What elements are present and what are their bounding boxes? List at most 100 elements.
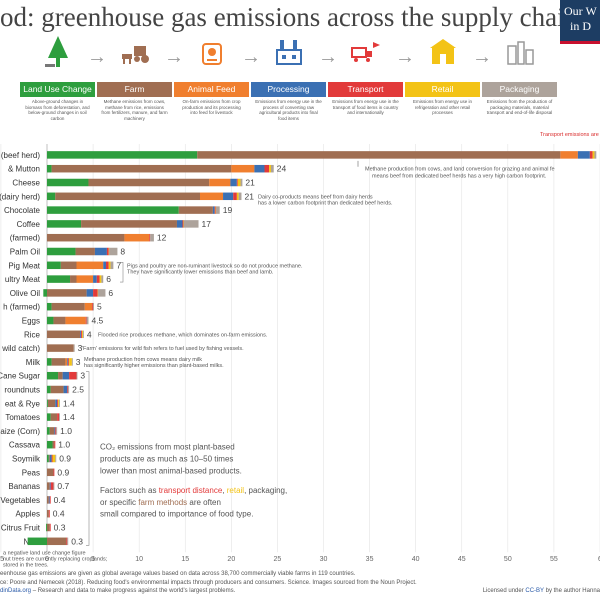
bar-segment-land-use-change xyxy=(47,302,52,311)
bar-segment-packaging xyxy=(98,289,106,297)
bar-segment-processing xyxy=(80,330,82,339)
bar-segment-animal-feed xyxy=(65,316,86,325)
bar-segment-transport xyxy=(92,302,94,311)
owid-logo[interactable]: Our W in D xyxy=(560,0,600,44)
bar-segment-packaging xyxy=(150,233,154,242)
x-tick-label: 30 xyxy=(320,556,328,563)
bar-segment-animal-feed xyxy=(84,302,93,311)
bar-segment-packaging xyxy=(55,454,57,463)
annotation-plant-line2: products are as much as 10–50 times xyxy=(100,455,233,464)
bar-segment-packaging xyxy=(73,344,75,352)
annotation-dairy-line1: Dairy co-products means beef from dairy … xyxy=(258,194,373,200)
annotation-beef-line2: means beef from dedicated beef herds has… xyxy=(372,174,547,180)
bar-segment-packaging xyxy=(68,385,70,394)
total-value-label: 19 xyxy=(223,205,233,215)
bar-segment-processing xyxy=(67,358,69,366)
logo-bar xyxy=(560,41,600,44)
category-label: wild catch) xyxy=(1,344,40,353)
arrow-right-icon: → xyxy=(472,46,492,68)
bar-segment-farm xyxy=(47,330,81,339)
license-link[interactable]: CC-BY xyxy=(525,588,544,594)
bar-segment-retail xyxy=(183,220,185,228)
bar-segment-land-use-change xyxy=(47,427,50,435)
bar-segment-processing xyxy=(49,482,51,490)
bar-segment-packaging xyxy=(216,206,220,214)
bar-segment-processing xyxy=(62,371,70,380)
bar-segment-retail xyxy=(52,454,56,463)
site-tagline: – Research and data to make progress aga… xyxy=(31,588,236,594)
total-value-label: 0.7 xyxy=(57,481,69,491)
bar-segment-land-use-change xyxy=(47,371,59,380)
chart-footer: eenhouse gas emissions are given as glob… xyxy=(0,570,600,596)
total-value-label: 6 xyxy=(108,288,113,298)
bar-segment-animal-feed xyxy=(209,178,231,187)
bar-segment-packaging xyxy=(109,247,118,256)
total-value-label: 3 xyxy=(80,371,85,381)
category-label: Cassava xyxy=(9,441,41,450)
packaging-icon xyxy=(505,34,535,70)
bar-segment-packaging xyxy=(110,261,114,270)
bar-segment-farm xyxy=(55,192,200,201)
bar-segment-land-use-change xyxy=(27,537,47,546)
bar-segment-packaging xyxy=(86,316,89,325)
bar-segment-transport xyxy=(50,482,54,490)
bar-segment-packaging xyxy=(58,399,60,408)
bar-segment-farm xyxy=(47,468,54,477)
bar-segment-land-use-change xyxy=(47,206,179,214)
category-label: Coffee xyxy=(17,220,41,229)
footer-site-line: dinData.org – Research and data to make … xyxy=(0,587,600,596)
category-label: aize (Corn) xyxy=(0,427,40,436)
category-label: Apples xyxy=(16,510,40,519)
bar-segment-land-use-change xyxy=(46,523,47,532)
bar-segment-packaging xyxy=(76,371,78,380)
category-label: (farmed) xyxy=(10,234,41,243)
bar-segment-transport xyxy=(93,289,98,297)
total-value-label: 3 xyxy=(78,343,83,353)
site-link[interactable]: dinData.org xyxy=(0,588,32,594)
stage-label-packaging: Packaging xyxy=(482,82,557,97)
annotation-bracket xyxy=(120,262,124,283)
bar-segment-animal-feed xyxy=(560,151,578,159)
bar-segment-transport xyxy=(149,233,151,242)
bar-segment-packaging xyxy=(67,537,69,546)
category-label: Tomatoes xyxy=(5,413,40,422)
bar-segment-processing xyxy=(93,275,97,283)
total-value-label: 0.9 xyxy=(57,467,69,477)
bar-segment-retail xyxy=(82,330,83,339)
bar-segment-transport xyxy=(96,275,100,283)
category-label: (dairy herd) xyxy=(0,192,40,201)
total-value-label: 0.4 xyxy=(54,495,66,505)
bar-segment-processing xyxy=(55,399,58,408)
bar-segment-transport xyxy=(68,358,70,366)
x-tick-label: 40 xyxy=(412,556,420,563)
x-tick-label: 10 xyxy=(135,556,143,563)
category-label: Soymilk xyxy=(12,455,41,464)
category-label: roundnuts xyxy=(4,386,40,395)
category-label: Rice xyxy=(24,330,41,339)
bar-segment-animal-feed xyxy=(124,233,150,242)
shop-icon xyxy=(428,34,458,70)
bar-segment-farm xyxy=(52,440,55,449)
bar-segment-transport xyxy=(236,178,238,187)
bar-segment-land-use-change xyxy=(47,385,51,394)
annotation-plant-line3: lower than most animal-based products. xyxy=(100,466,242,475)
footer-source: ce: Poore and Nemecek (2018). Reducing f… xyxy=(0,579,417,586)
bar-segment-animal-feed xyxy=(65,358,68,366)
annotation-rice: Flooded rice produces methane, which dom… xyxy=(98,332,268,338)
arrow-right-icon: → xyxy=(395,46,415,68)
bar-segment-transport xyxy=(589,151,593,159)
bar-segment-transport xyxy=(57,413,59,421)
bar-segment-packaging xyxy=(238,192,242,201)
bar-segment-transport xyxy=(48,509,50,518)
annotation-transport: Transport emissions are very small for f… xyxy=(540,132,600,138)
category-label: Palm Oil xyxy=(10,248,40,257)
bar-segment-land-use-change xyxy=(47,358,52,366)
annotation-fish: 'Farm' emissions for wild fish refers to… xyxy=(82,346,244,352)
bar-segment-transport xyxy=(55,427,57,435)
annotation-pig-line2: They have significantly lower emissions … xyxy=(127,269,274,275)
bar-segment-farm xyxy=(50,413,58,421)
bar-segment-transport xyxy=(67,385,69,394)
bar-segment-packaging xyxy=(101,275,104,283)
annotation-factors-line2: or specific farm methods are often xyxy=(100,498,221,507)
bar-segment-farm xyxy=(47,482,50,490)
